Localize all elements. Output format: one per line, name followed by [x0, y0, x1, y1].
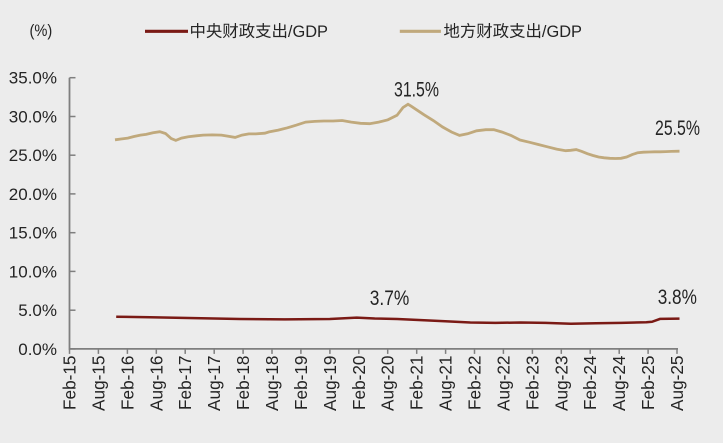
- svg-text:25.5%: 25.5%: [655, 117, 700, 140]
- svg-text:0.0%: 0.0%: [18, 340, 57, 359]
- svg-text:15.0%: 15.0%: [9, 224, 57, 243]
- svg-text:Feb-17: Feb-17: [175, 356, 195, 410]
- svg-text:Feb-24: Feb-24: [580, 355, 600, 410]
- svg-text:Aug-25: Aug-25: [667, 356, 687, 411]
- svg-text:Feb-19: Feb-19: [291, 356, 311, 410]
- svg-text:Feb-22: Feb-22: [465, 356, 485, 410]
- svg-text:Feb-23: Feb-23: [522, 356, 542, 410]
- svg-text:30.0%: 30.0%: [9, 108, 57, 127]
- svg-text:20.0%: 20.0%: [9, 185, 57, 204]
- svg-text:(%): (%): [30, 22, 53, 40]
- svg-text:/GDP: /GDP: [542, 23, 582, 41]
- svg-text:Aug-15: Aug-15: [88, 356, 108, 411]
- svg-text:/GDP: /GDP: [288, 23, 328, 41]
- svg-text:Aug-24: Aug-24: [609, 355, 629, 411]
- svg-text:Feb-18: Feb-18: [233, 356, 253, 410]
- svg-text:5.0%: 5.0%: [18, 301, 57, 320]
- svg-text:Feb-15: Feb-15: [60, 356, 80, 410]
- svg-text:Feb-21: Feb-21: [407, 356, 427, 410]
- svg-text:Feb-20: Feb-20: [349, 356, 369, 410]
- svg-text:10.0%: 10.0%: [9, 262, 57, 281]
- svg-text:Aug-18: Aug-18: [262, 356, 282, 411]
- svg-text:Aug-16: Aug-16: [146, 356, 166, 411]
- svg-text:3.7%: 3.7%: [370, 287, 410, 310]
- svg-text:25.0%: 25.0%: [9, 146, 57, 165]
- svg-text:Feb-25: Feb-25: [638, 356, 658, 410]
- svg-text:Feb-16: Feb-16: [117, 356, 137, 410]
- svg-text:Aug-20: Aug-20: [378, 356, 398, 411]
- svg-text:31.5%: 31.5%: [394, 79, 439, 102]
- svg-text:Aug-23: Aug-23: [551, 356, 571, 411]
- svg-text:3.8%: 3.8%: [658, 286, 697, 309]
- svg-text:Aug-21: Aug-21: [436, 356, 456, 411]
- svg-text:Aug-17: Aug-17: [204, 356, 224, 411]
- svg-text:Aug-19: Aug-19: [320, 356, 340, 411]
- svg-text:Aug-22: Aug-22: [493, 356, 513, 411]
- svg-text:35.0%: 35.0%: [9, 69, 57, 88]
